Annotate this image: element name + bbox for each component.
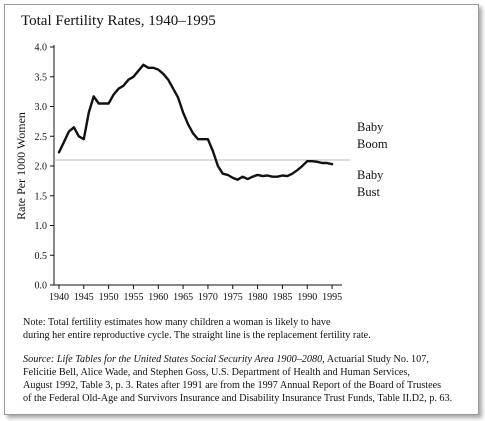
annotation-bust-line2: Bust [357,185,380,199]
x-tick-label: 1940 [49,292,69,303]
x-tick-label: 1955 [123,292,143,303]
y-axis-label: Rate Per 1000 Women [14,112,28,220]
y-tick-label: 4.0 [35,43,48,54]
source-line-2: Felicitie Bell, Alice Wade, and Stephen … [23,367,410,378]
source-line-1: Source: Life Tables for the United State… [23,353,483,366]
source-line-3: August 1992, Table 3, p. 3. Rates after … [23,380,442,391]
chart-title: Total Fertility Rates, 1940–1995 [21,13,216,29]
x-tick-label: 1970 [198,292,218,303]
x-tick-label: 1975 [223,292,243,303]
chart-note: Note: Total fertility estimates how many… [23,316,483,342]
y-tick-label: 3.5 [35,72,48,83]
annotation-boom-line2: Boom [357,137,388,151]
x-tick-label: 1980 [248,292,268,303]
x-tick-label: 1950 [99,292,119,303]
figure-frame: Total Fertility Rates, 1940–1995 0.0 0.5 1… [4,4,479,415]
source-line-4: of the Federal Old-Age and Survivors Ins… [23,393,453,404]
y-tick-label: 2.0 [35,162,48,173]
x-tick-label: 1995 [322,292,342,303]
y-tick-label: 0.5 [35,251,48,262]
x-axis: 1940 1945 1950 1955 1960 1965 1970 1975 1980 1985… [49,284,342,303]
note-line-1: Note: Total fertility estimates how many… [23,317,331,328]
source-line-1-rest: Actuarial Study No. 107, [324,354,429,365]
fertility-chart: Total Fertility Rates, 1940–1995 0.0 0.5 1… [14,13,388,303]
annotation-boom-line1: Baby [357,120,384,134]
y-axis: 0.0 0.5 1.0 1.5 2.0 2.5 3.0 3.5 4.0 [35,43,55,292]
fertility-series-line [57,63,334,181]
y-tick-label: 2.5 [35,132,48,143]
x-tick-label: 1990 [297,292,317,303]
y-tick-label: 3.0 [35,102,48,113]
source-title: Life Tables for the United States Social… [54,354,325,365]
x-tick-label: 1985 [272,292,292,303]
x-tick-label: 1965 [173,292,193,303]
y-tick-label: 0.0 [35,281,48,292]
note-line-2: during her entire reproductive cycle. Th… [23,330,371,341]
y-tick-label: 1.5 [35,191,48,202]
x-tick-label: 1960 [148,292,168,303]
x-tick-label: 1945 [74,292,94,303]
source-label: Source: [23,354,55,365]
chart-source: Source: Life Tables for the United State… [23,353,483,405]
annotation-bust-line1: Baby [357,168,384,182]
y-tick-label: 1.0 [35,221,48,232]
